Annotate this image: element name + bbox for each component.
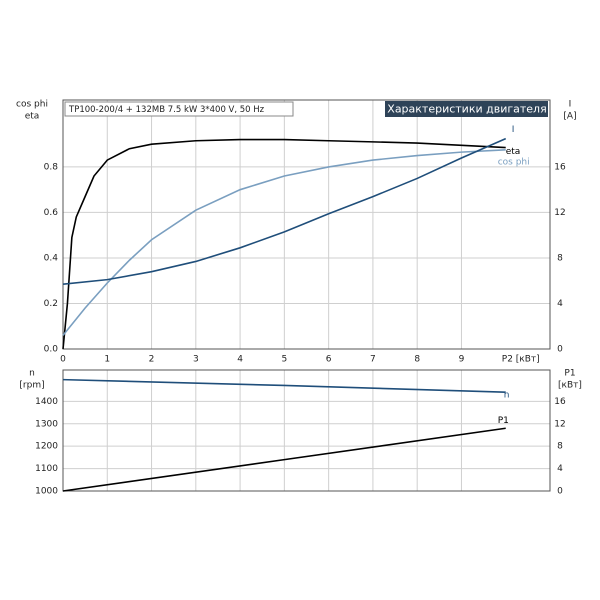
x-tick-label: 9	[459, 355, 465, 365]
y2-tick-label: 0	[557, 345, 563, 355]
y-tick-label: 1000	[35, 487, 58, 497]
series-line	[62, 149, 506, 336]
series-label: cos phi	[498, 157, 530, 167]
y2-tick-label: 16	[554, 163, 566, 173]
plot-frame	[62, 369, 551, 492]
series-label: I	[512, 125, 515, 135]
x-tick-label: 4	[237, 355, 243, 365]
y2-tick-label: 8	[557, 254, 563, 264]
series-line	[62, 138, 506, 350]
y-axis-label: [rpm]	[19, 381, 44, 391]
y-tick-label: 1100	[35, 464, 58, 474]
x-tick-label: 2	[149, 355, 155, 365]
y-tick-label: 0.2	[44, 299, 58, 309]
y2-tick-label: 4	[557, 299, 563, 309]
y-axis-label: cos phi	[16, 100, 48, 110]
series-line	[62, 378, 506, 393]
series-label: eta	[506, 147, 521, 157]
y2-tick-label: 12	[554, 208, 565, 218]
y2-tick-label: 8	[557, 442, 563, 452]
y-tick-label: 1300	[35, 419, 58, 429]
x-tick-label: 1	[104, 355, 110, 365]
y2-axis-label: P1	[564, 369, 575, 379]
y2-tick-label: 12	[554, 419, 565, 429]
y-tick-label: 1400	[35, 397, 58, 407]
x-tick-label: 0	[60, 355, 66, 365]
x-tick-label: 5	[281, 355, 287, 365]
y2-axis-label: [кВт]	[558, 381, 582, 391]
x-axis-label: P2 [кВт]	[502, 355, 540, 365]
x-tick-label: 6	[326, 355, 332, 365]
y-tick-label: 1200	[35, 442, 58, 452]
y2-tick-label: 16	[554, 397, 566, 407]
chart-title: TP100-200/4 + 132MB 7.5 kW 3*400 V, 50 H…	[68, 105, 265, 115]
y-tick-label: 0.0	[44, 345, 59, 355]
y2-axis-label: I	[569, 100, 572, 110]
series-line	[62, 427, 506, 492]
chart-header: Характеристики двигателя	[387, 103, 546, 116]
y2-tick-label: 4	[557, 464, 563, 474]
title-box	[64, 101, 294, 117]
x-tick-label: 3	[193, 355, 199, 365]
y2-tick-label: 0	[557, 487, 563, 497]
y-tick-label: 0.4	[44, 253, 59, 263]
series-line	[62, 137, 507, 285]
plot-frame	[62, 99, 551, 350]
x-tick-label: 7	[370, 355, 376, 365]
y2-axis-label: [A]	[563, 112, 576, 122]
x-tick-label: 8	[414, 355, 420, 365]
y-tick-label: 0.6	[44, 208, 59, 218]
series-label: n	[504, 391, 510, 401]
series-label: P1	[498, 416, 509, 426]
header-box	[385, 101, 548, 117]
y-tick-label: 0.8	[44, 162, 59, 172]
y-axis-label: eta	[25, 112, 40, 122]
y-axis-label: n	[29, 369, 35, 379]
